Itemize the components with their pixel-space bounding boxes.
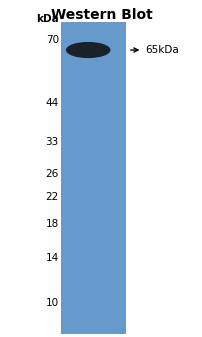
Text: 18: 18 (45, 219, 59, 229)
Ellipse shape (65, 42, 110, 58)
Text: 26: 26 (45, 169, 59, 179)
Text: 22: 22 (45, 192, 59, 202)
Text: 70: 70 (45, 35, 59, 45)
Text: Western Blot: Western Blot (50, 8, 152, 23)
Text: 10: 10 (45, 299, 59, 308)
Text: 44: 44 (45, 98, 59, 108)
Text: 65kDa: 65kDa (130, 45, 178, 55)
Text: 33: 33 (45, 137, 59, 147)
Text: 14: 14 (45, 253, 59, 263)
Text: kDa: kDa (36, 14, 59, 24)
Bar (61, 22, 125, 334)
